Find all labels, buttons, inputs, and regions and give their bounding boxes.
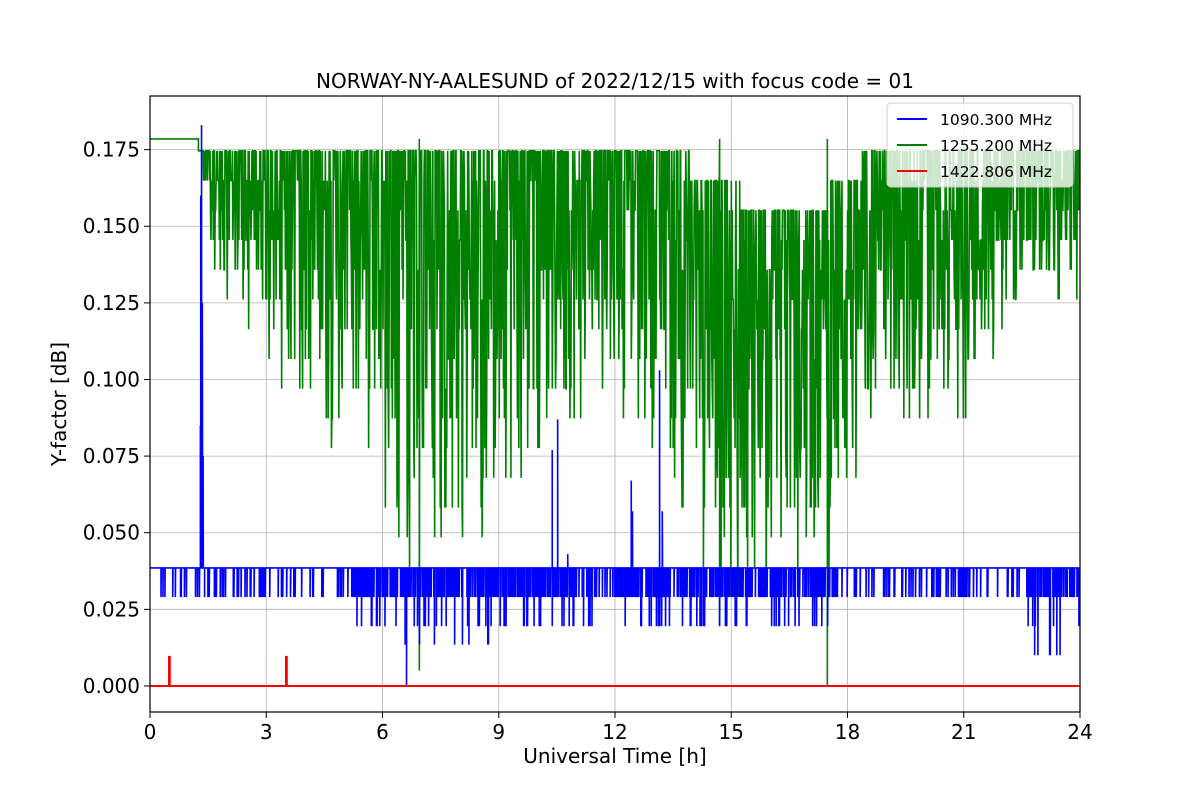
y-tick-label: 0.075 xyxy=(83,444,140,468)
y-tick-label: 0.100 xyxy=(83,367,140,391)
x-tick-label: 3 xyxy=(260,720,273,744)
legend: 1090.300 MHz 1255.200 MHz 1422.806 MHz xyxy=(886,102,1074,188)
y-axis-label: Y-factor [dB] xyxy=(47,342,71,467)
x-tick-label: 15 xyxy=(719,720,744,744)
series-line-1422 xyxy=(150,655,1080,687)
y-axis: 0.000 0.025 0.050 0.075 0.100 0.125 0.150 0.175 xyxy=(83,138,150,698)
y-tick-label: 0.025 xyxy=(83,597,140,621)
x-tick-label: 6 xyxy=(376,720,389,744)
x-tick-label: 12 xyxy=(602,720,627,744)
y-tick-label: 0.125 xyxy=(83,291,140,315)
x-tick-label: 21 xyxy=(951,720,976,744)
legend-label-1422: 1422.806 MHz xyxy=(940,163,1052,181)
series-line-1090 xyxy=(150,125,1080,686)
x-tick-label: 0 xyxy=(144,720,157,744)
legend-box xyxy=(886,102,1074,188)
x-tick-label: 18 xyxy=(835,720,860,744)
x-tick-label: 24 xyxy=(1067,720,1092,744)
legend-label-1255: 1255.200 MHz xyxy=(940,137,1052,155)
legend-label-1090: 1090.300 MHz xyxy=(940,111,1052,129)
x-tick-label: 9 xyxy=(492,720,505,744)
x-axis-label: Universal Time [h] xyxy=(523,744,706,768)
chart-title: NORWAY-NY-AALESUND of 2022/12/15 with fo… xyxy=(316,69,914,93)
x-axis: 0 3 6 9 12 15 18 21 24 xyxy=(144,712,1093,744)
y-tick-label: 0.150 xyxy=(83,214,140,238)
y-tick-label: 0.050 xyxy=(83,521,140,545)
y-tick-label: 0.175 xyxy=(83,138,140,162)
y-tick-label: 0.000 xyxy=(83,674,140,698)
